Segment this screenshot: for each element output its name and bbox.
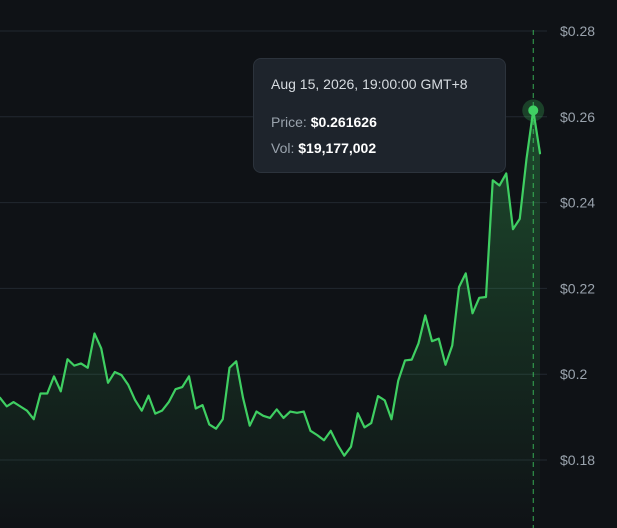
- highlight-marker: [528, 105, 539, 116]
- price-line-layer: [0, 109, 542, 457]
- tooltip-volume-row: Vol: $19,177,002: [271, 135, 505, 161]
- crosshair: [522, 30, 545, 528]
- price-area-fill: [0, 110, 540, 528]
- y-axis-ticks: $0.28 $0.26 $0.24 $0.22 $0.2 $0.18: [560, 23, 595, 468]
- y-tick-label: $0.22: [560, 280, 595, 296]
- y-tick-label: $0.26: [560, 109, 595, 125]
- y-tick-label: $0.2: [560, 366, 587, 382]
- tooltip-price-row: Price: $0.261626: [271, 109, 505, 135]
- tooltip-volume-value: $19,177,002: [298, 140, 377, 156]
- tooltip-volume-label: Vol:: [271, 140, 295, 156]
- y-tick-label: $0.28: [560, 23, 595, 39]
- y-tick-label: $0.24: [560, 195, 595, 211]
- price-area: [0, 110, 540, 528]
- tooltip-date: Aug 15, 2026, 19:00:00 GMT+8: [271, 76, 468, 92]
- price-tooltip: Aug 15, 2026, 19:00:00 GMT+8 Price: $0.2…: [253, 58, 506, 173]
- tooltip-price-label: Price:: [271, 114, 307, 130]
- price-line: [0, 109, 542, 457]
- tooltip-price-value: $0.261626: [310, 114, 377, 130]
- y-tick-label: $0.18: [560, 452, 595, 468]
